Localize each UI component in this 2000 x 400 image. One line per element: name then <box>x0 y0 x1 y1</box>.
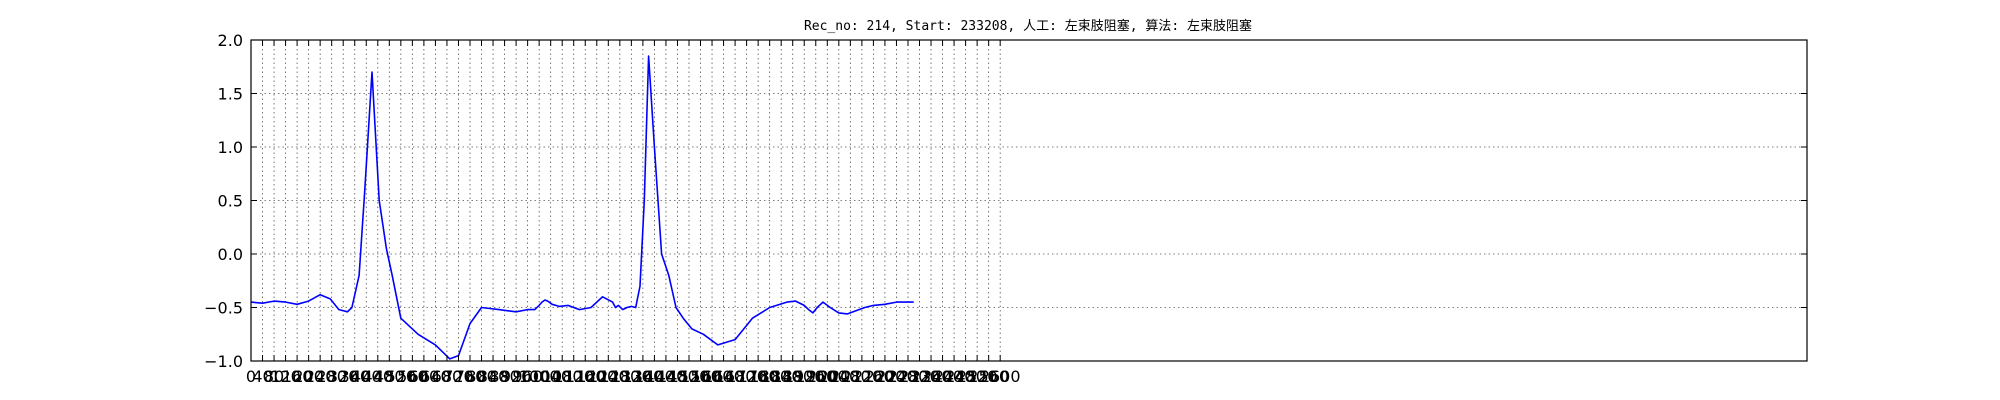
x-tick-label: 320 <box>328 367 359 386</box>
x-tick-label: 2280 <box>888 367 929 386</box>
x-tick-label: 1280 <box>599 367 640 386</box>
x-tick-label: 120 <box>270 367 301 386</box>
x-tick-label: 1920 <box>784 367 825 386</box>
x-tick-label: 1040 <box>530 367 571 386</box>
y-tick-label: −1.0 <box>204 352 243 371</box>
x-tick-label: 1120 <box>553 367 594 386</box>
y-tick-label: 0.0 <box>218 245 243 264</box>
x-tick-label: 680 <box>432 367 463 386</box>
y-axis-ticks: −1.0 −0.5 0.0 0.5 1.0 1.5 2.0 <box>204 31 1807 371</box>
x-tick-label: 1000 <box>519 367 560 386</box>
x-tick-label: 1880 <box>772 367 813 386</box>
x-tick-label: 560 <box>397 367 428 386</box>
grid-lines <box>250 39 1807 362</box>
x-tick-label: 2520 <box>957 367 998 386</box>
x-tick-label: 2080 <box>830 367 871 386</box>
x-tick-label: 2560 <box>968 367 1009 386</box>
x-tick-label: 440 <box>363 367 394 386</box>
x-tick-label: 2000 <box>807 367 848 386</box>
x-tick-label: 920 <box>501 367 532 386</box>
x-tick-label: 1200 <box>576 367 617 386</box>
x-tick-label: 0 <box>246 367 256 386</box>
y-tick-label: −0.5 <box>204 299 243 318</box>
x-tick-label: 240 <box>305 367 336 386</box>
series-layer <box>250 55 914 360</box>
plot-frame <box>250 39 1808 362</box>
x-tick-label: 2120 <box>842 367 883 386</box>
x-tick-label: 1400 <box>634 367 675 386</box>
x-tick-label: 1960 <box>795 367 836 386</box>
x-tick-label: 1320 <box>611 367 652 386</box>
x-tick-label: 1840 <box>761 367 802 386</box>
x-tick-label: 160 <box>282 367 313 386</box>
x-tick-label: 1600 <box>692 367 733 386</box>
chart-title: Rec_no: 214, Start: 233208, 人工: 左束肢阻塞, 算… <box>804 18 1252 34</box>
x-tick-label: 1480 <box>657 367 698 386</box>
x-tick-label: 1520 <box>669 367 710 386</box>
x-tick-label: 1760 <box>738 367 779 386</box>
x-tick-label: 600 <box>409 367 440 386</box>
x-tick-label: 520 <box>386 367 417 386</box>
x-tick-label: 1160 <box>565 367 606 386</box>
x-tick-label: 1360 <box>623 367 664 386</box>
x-tick-label: 360 <box>339 367 370 386</box>
y-tick-label: 0.5 <box>218 192 243 211</box>
x-axis-ticks: 0408012016020024028032036040044048052056… <box>246 40 1021 386</box>
y-tick-label: 1.5 <box>218 85 243 104</box>
x-tick-label: 640 <box>420 367 451 386</box>
x-tick-label: 2480 <box>945 367 986 386</box>
x-tick-label: 800 <box>466 367 497 386</box>
x-tick-label: 2360 <box>911 367 952 386</box>
x-tick-label: 2400 <box>922 367 963 386</box>
x-tick-label: 280 <box>316 367 347 386</box>
x-tick-label: 2160 <box>853 367 894 386</box>
x-tick-label: 760 <box>455 367 486 386</box>
x-tick-label: 960 <box>512 367 543 386</box>
x-tick-label: 880 <box>489 367 520 386</box>
x-tick-label: 400 <box>351 367 382 386</box>
x-tick-label: 1240 <box>588 367 629 386</box>
x-tick-label: 200 <box>293 367 324 386</box>
x-tick-label: 2320 <box>899 367 940 386</box>
x-tick-label: 1640 <box>703 367 744 386</box>
x-tick-label: 720 <box>443 367 474 386</box>
x-tick-label: 40 <box>252 367 272 386</box>
x-tick-label: 2440 <box>934 367 975 386</box>
x-tick-label: 1800 <box>749 367 790 386</box>
x-tick-label: 1080 <box>542 367 583 386</box>
x-tick-label: 480 <box>374 367 405 386</box>
x-tick-label: 2240 <box>876 367 917 386</box>
y-tick-label: 1.0 <box>218 138 243 157</box>
x-tick-label: 2040 <box>818 367 859 386</box>
x-tick-label: 840 <box>478 367 509 386</box>
y-tick-label: 2.0 <box>218 31 243 50</box>
x-tick-label: 1680 <box>715 367 756 386</box>
x-tick-label: 1720 <box>726 367 767 386</box>
x-tick-label: 2600 <box>980 367 1021 386</box>
x-tick-label: 1560 <box>680 367 721 386</box>
x-tick-label: 1440 <box>646 367 687 386</box>
series-line-0 <box>250 55 914 360</box>
x-tick-label: 80 <box>264 367 284 386</box>
x-tick-label: 2200 <box>865 367 906 386</box>
